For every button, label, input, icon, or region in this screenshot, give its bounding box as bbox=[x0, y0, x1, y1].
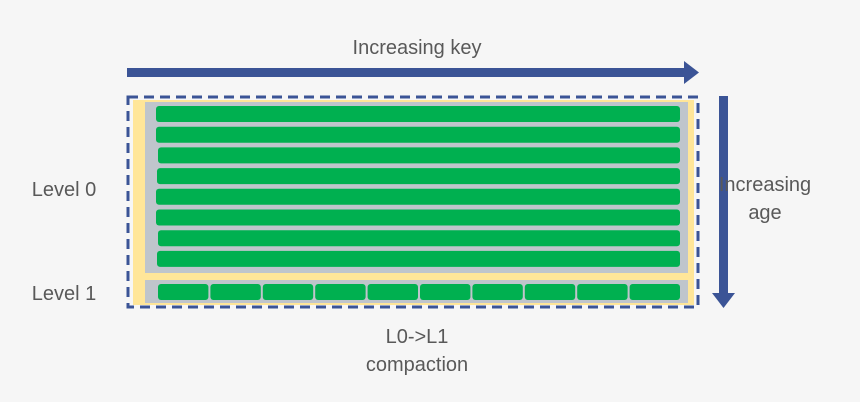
level0-label: Level 0 bbox=[31, 179, 97, 201]
sstable bbox=[210, 284, 261, 300]
compaction-label: L0->L1 compaction bbox=[365, 326, 469, 376]
age-arrow bbox=[712, 96, 735, 308]
sstable bbox=[156, 188, 680, 205]
sstable bbox=[156, 209, 680, 226]
sstables bbox=[156, 106, 680, 300]
sstable bbox=[577, 284, 628, 300]
sstable bbox=[157, 168, 680, 185]
sstable bbox=[472, 284, 523, 300]
sstable bbox=[524, 284, 576, 300]
sstable bbox=[367, 284, 418, 300]
sstable bbox=[158, 284, 209, 300]
sstable bbox=[156, 126, 680, 143]
sstable bbox=[420, 284, 471, 300]
sstable bbox=[156, 106, 680, 122]
sstable bbox=[157, 250, 680, 267]
sstable bbox=[158, 147, 680, 164]
sstable bbox=[315, 284, 366, 300]
level1-label: Level 1 bbox=[31, 283, 97, 305]
sstable bbox=[262, 284, 314, 300]
dashed-frame bbox=[126, 95, 700, 309]
key-label: Increasing key bbox=[352, 37, 482, 59]
key-arrow bbox=[127, 61, 699, 84]
age-label: Increasing age bbox=[718, 174, 812, 224]
sstable bbox=[158, 230, 680, 247]
sstable bbox=[629, 284, 680, 300]
